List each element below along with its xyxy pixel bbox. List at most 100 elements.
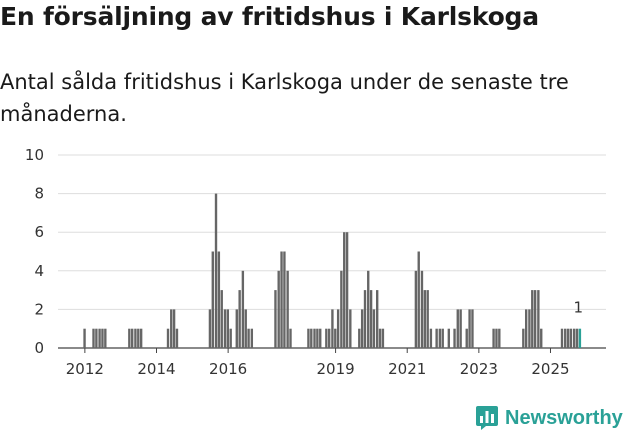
bar-chart-logo-icon — [475, 405, 499, 431]
bar — [468, 309, 470, 348]
bar — [567, 329, 569, 348]
bar — [537, 290, 539, 348]
x-tick-label: 2019 — [316, 360, 354, 378]
bar — [95, 329, 97, 348]
y-tick-label: 4 — [34, 262, 44, 280]
bar — [522, 329, 524, 348]
bar — [134, 329, 136, 348]
annotations: 1 — [573, 299, 583, 317]
bar — [83, 329, 85, 348]
bar — [224, 309, 226, 348]
bar — [328, 329, 330, 348]
y-tick-label: 2 — [34, 300, 44, 318]
bar — [367, 271, 369, 348]
bar — [310, 329, 312, 348]
bar — [576, 329, 578, 348]
x-tick-label: 2025 — [531, 360, 569, 378]
bar — [457, 309, 459, 348]
y-tick-label: 10 — [25, 146, 44, 164]
bar — [343, 232, 345, 348]
bar — [376, 290, 378, 348]
bar — [280, 252, 282, 349]
bar — [337, 309, 339, 348]
bar — [221, 290, 223, 348]
last-value-label: 1 — [573, 299, 583, 317]
bar — [525, 309, 527, 348]
bar — [358, 329, 360, 348]
bar — [495, 329, 497, 348]
bar — [459, 309, 461, 348]
bar — [286, 271, 288, 348]
bar — [313, 329, 315, 348]
bar — [173, 309, 175, 348]
bar — [415, 271, 417, 348]
bar — [331, 309, 333, 348]
bar — [209, 309, 211, 348]
bar — [101, 329, 103, 348]
bar — [218, 252, 220, 349]
bar — [92, 329, 94, 348]
bar — [540, 329, 542, 348]
bar — [289, 329, 291, 348]
bar — [274, 290, 276, 348]
bar — [370, 290, 372, 348]
bar — [227, 309, 229, 348]
bar — [128, 329, 130, 348]
bar — [167, 329, 169, 348]
bar — [528, 309, 530, 348]
bar — [349, 309, 351, 348]
brand-name: Newsworthy — [505, 407, 623, 430]
bar — [278, 271, 280, 348]
y-tick-label: 8 — [34, 185, 44, 203]
chart-subtitle: Antal sålda fritidshus i Karlskoga under… — [0, 66, 620, 130]
bar — [247, 329, 249, 348]
bar — [307, 329, 309, 348]
bar — [245, 309, 247, 348]
bar — [361, 309, 363, 348]
bar — [104, 329, 106, 348]
brand-logo: Newsworthy — [475, 405, 623, 431]
bar — [430, 329, 432, 348]
bar — [373, 309, 375, 348]
bar — [471, 309, 473, 348]
bar — [334, 329, 336, 348]
bar — [492, 329, 494, 348]
bar — [176, 329, 178, 348]
bar — [435, 329, 437, 348]
bar — [242, 271, 244, 348]
bar — [427, 290, 429, 348]
x-tick-label: 2016 — [209, 360, 247, 378]
bar — [442, 329, 444, 348]
bar — [316, 329, 318, 348]
y-axis-labels: 0 2 4 6 8 10 — [25, 146, 44, 357]
bar — [346, 232, 348, 348]
bar — [251, 329, 253, 348]
bar — [421, 271, 423, 348]
bar — [137, 329, 139, 348]
bar — [98, 329, 100, 348]
bar — [453, 329, 455, 348]
y-tick-label: 0 — [34, 339, 44, 357]
bar — [212, 252, 214, 349]
bar — [230, 329, 232, 348]
x-axis: 2012 2014 2016 2019 2021 2023 2025 — [66, 348, 570, 378]
x-tick-label: 2014 — [137, 360, 175, 378]
bar — [379, 329, 381, 348]
bar — [340, 271, 342, 348]
y-tick-label: 6 — [34, 223, 44, 241]
bar — [319, 329, 321, 348]
bar — [531, 290, 533, 348]
bar — [570, 329, 572, 348]
bar — [564, 329, 566, 348]
bar — [236, 309, 238, 348]
bar — [466, 329, 468, 348]
bar — [424, 290, 426, 348]
chart-title: En försäljning av fritidshus i Karlskoga — [0, 2, 539, 31]
bar — [439, 329, 441, 348]
bar — [140, 329, 142, 348]
bar — [283, 252, 285, 349]
bar-latest — [579, 329, 581, 348]
bar — [364, 290, 366, 348]
x-tick-label: 2012 — [66, 360, 104, 378]
bar — [131, 329, 133, 348]
